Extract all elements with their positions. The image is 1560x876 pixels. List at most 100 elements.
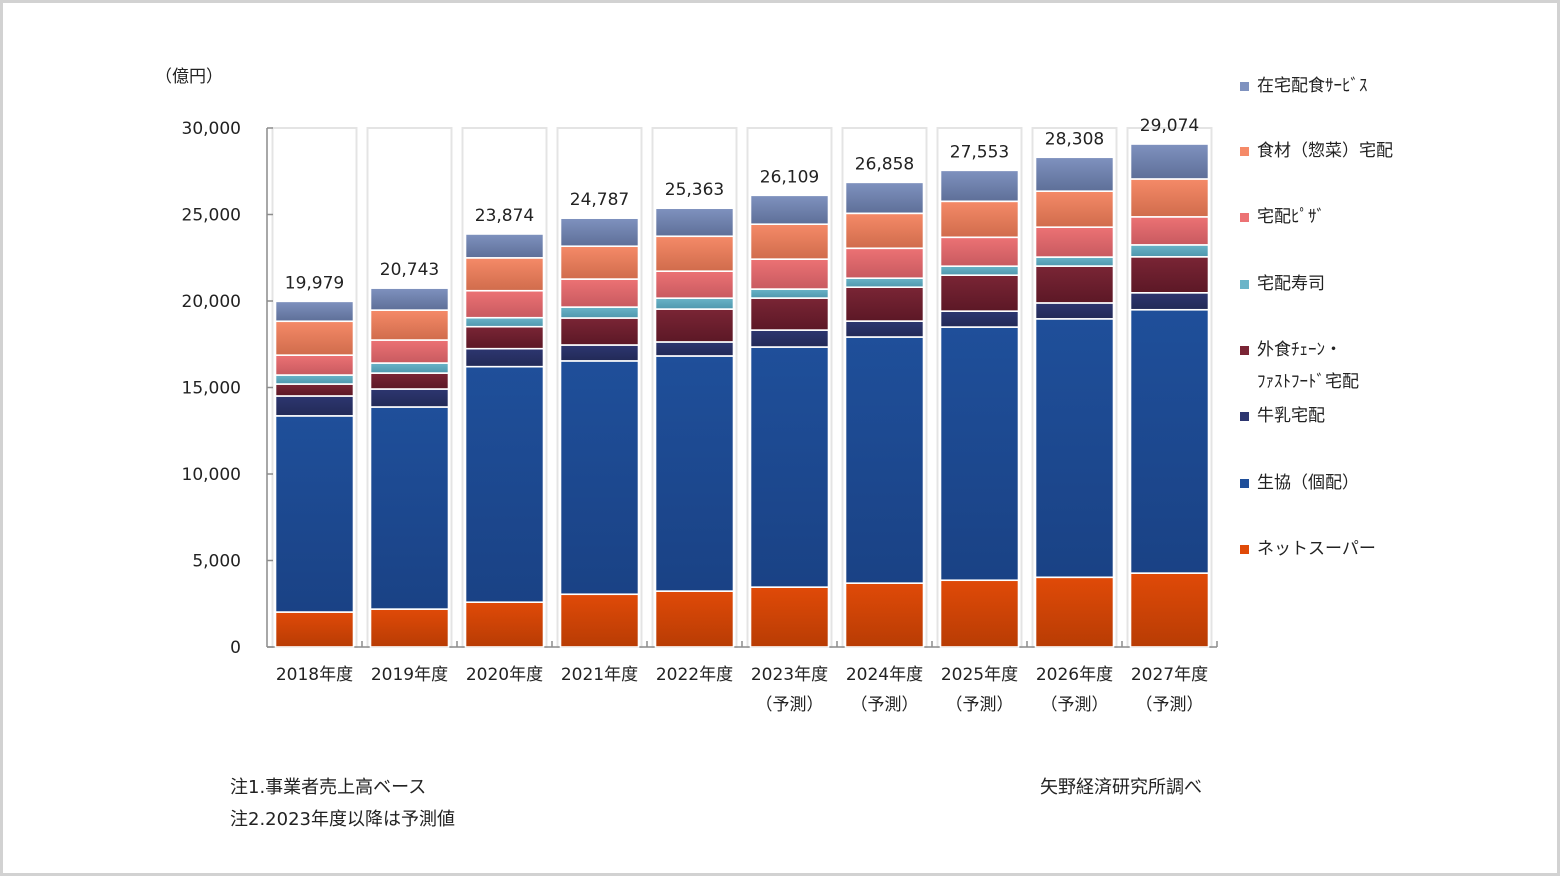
legend-label: 牛乳宅配 — [1257, 406, 1325, 426]
bar-segment — [464, 325, 545, 350]
x-tick-label: （予測） — [946, 695, 1014, 715]
legend-label: 宅配寿司 — [1257, 274, 1325, 294]
bar-segment — [1034, 576, 1115, 648]
bar-segment — [654, 297, 735, 310]
bar-segment — [369, 406, 450, 610]
bar-segment — [274, 395, 355, 417]
bar-segment — [559, 360, 640, 596]
bar-segment — [1034, 256, 1115, 267]
bar-segment — [939, 265, 1020, 276]
x-tick-label: 2026年度 — [1036, 665, 1113, 685]
bar-segment — [274, 611, 355, 648]
x-tick-label: 2018年度 — [276, 665, 353, 685]
x-tick-label: （予測） — [756, 695, 824, 715]
bar-segment — [654, 235, 735, 272]
bar-segment — [1129, 308, 1210, 574]
total-data-label: 25,363 — [665, 180, 724, 200]
bar-segment — [369, 608, 450, 648]
bar-segment — [369, 309, 450, 341]
bar-segment — [939, 236, 1020, 267]
total-data-label: 26,858 — [855, 154, 914, 174]
y-tick-label: 15,000 — [182, 379, 241, 399]
legend-swatch-icon — [1240, 213, 1249, 222]
total-data-label: 19,979 — [285, 273, 344, 293]
bar-segment — [1034, 190, 1115, 228]
bar-segment — [559, 245, 640, 280]
legend-swatch-icon — [1240, 346, 1249, 355]
bar-segment — [559, 593, 640, 648]
bar-segment — [844, 277, 925, 288]
bar-segment — [559, 217, 640, 248]
x-tick-label: 2022年度 — [656, 665, 733, 685]
legend-item-net-supermarket: ネットスーパー — [1240, 533, 1376, 565]
bar-segment — [464, 257, 545, 292]
bar-segment — [274, 383, 355, 397]
bar-segment — [939, 274, 1020, 312]
bar-segment — [844, 247, 925, 279]
bar-segment — [749, 329, 830, 348]
bar-segment — [654, 341, 735, 357]
bar-segment — [369, 339, 450, 364]
bar-segment — [1034, 318, 1115, 579]
x-tick-label: 2019年度 — [371, 665, 448, 685]
y-axis-unit-label: （億円） — [155, 67, 223, 87]
legend-item-restaurant-fastfood-delivery: 外食ﾁｪｰﾝ・ ﾌｧｽﾄﾌｰﾄﾞ宅配 — [1240, 334, 1359, 398]
y-tick-label: 5,000 — [192, 552, 241, 572]
legend-label: 宅配ﾋﾟｻﾞ — [1257, 207, 1325, 227]
bar-segment — [1129, 572, 1210, 648]
bar-segment — [464, 316, 545, 328]
legend-item-ingredient-delivery: 食材（惣菜）宅配 — [1240, 135, 1393, 167]
legend-label: ネットスーパー — [1257, 539, 1376, 559]
bar-segment — [464, 289, 545, 319]
bar-segment — [749, 194, 830, 226]
bar-segment — [274, 415, 355, 613]
bar-segment — [1034, 226, 1115, 258]
bar-segment — [749, 288, 830, 299]
bar-segment — [1129, 143, 1210, 180]
bar-segment — [654, 590, 735, 648]
bar-segment — [274, 374, 355, 385]
legend-swatch-icon — [1240, 412, 1249, 421]
bar-segment — [1129, 244, 1210, 258]
y-tick-label: 25,000 — [182, 206, 241, 226]
bar-segment — [844, 336, 925, 584]
bar-segment — [559, 306, 640, 319]
bar-segment — [1034, 156, 1115, 192]
bar-segment — [369, 388, 450, 408]
legend-item-home-meal-service: 在宅配食ｻｰﾋﾞｽ — [1240, 70, 1368, 102]
total-data-label: 29,074 — [1140, 116, 1199, 136]
y-tick-label: 10,000 — [182, 465, 241, 485]
legend-item-milk-delivery: 牛乳宅配 — [1240, 400, 1325, 432]
legend-item-sushi-delivery: 宅配寿司 — [1240, 268, 1325, 300]
bar-segment — [1034, 302, 1115, 320]
bar-segment — [654, 207, 735, 238]
bar-segment — [939, 169, 1020, 203]
bar-segment — [844, 320, 925, 338]
bar-segment — [939, 310, 1020, 328]
bar-segment — [654, 355, 735, 592]
bar-segment — [369, 372, 450, 390]
x-tick-label: 2025年度 — [941, 665, 1018, 685]
legend-swatch-icon — [1240, 147, 1249, 156]
bar-segment — [464, 347, 545, 368]
total-data-label: 23,874 — [475, 206, 534, 226]
legend-label: 食材（惣菜）宅配 — [1257, 141, 1393, 161]
legend-item-pizza-delivery: 宅配ﾋﾟｻﾞ — [1240, 201, 1325, 233]
y-tick-label: 0 — [230, 638, 241, 658]
bar-segment — [749, 258, 830, 290]
bar-segment — [274, 320, 355, 356]
bar-segment — [654, 270, 735, 299]
bar-segment — [939, 200, 1020, 239]
bar-segment — [1129, 178, 1210, 218]
x-tick-label: 2023年度 — [751, 665, 828, 685]
bar-segment — [939, 326, 1020, 582]
legend-label: 外食ﾁｪｰﾝ・ ﾌｧｽﾄﾌｰﾄﾞ宅配 — [1257, 340, 1359, 392]
x-tick-label: （予測） — [1041, 695, 1109, 715]
bar-segment — [749, 223, 830, 260]
x-tick-label: （予測） — [1136, 695, 1204, 715]
bar-segment — [369, 287, 450, 311]
bar-segment — [749, 346, 830, 588]
total-data-label: 26,109 — [760, 167, 819, 187]
bar-segment — [274, 300, 355, 323]
